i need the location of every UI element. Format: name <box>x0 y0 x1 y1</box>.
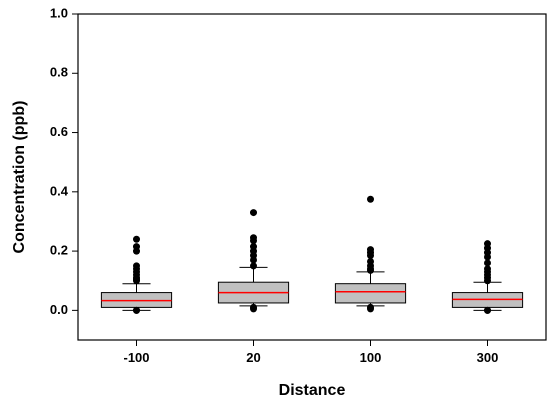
outlier-point <box>250 234 257 242</box>
y-tick-label: 0.2 <box>50 243 68 258</box>
outlier-point <box>484 240 491 248</box>
outlier-point <box>367 246 374 254</box>
box-300 <box>451 240 524 314</box>
outlier-point <box>250 243 257 251</box>
y-axis: 0.0 0.2 0.4 0.6 0.8 1.0 <box>50 5 78 317</box>
box-20 <box>217 209 290 313</box>
x-tick-label: -100 <box>123 350 149 365</box>
outlier-point <box>250 303 257 311</box>
boxes-group <box>100 195 524 314</box>
outlier-point <box>250 209 257 217</box>
y-tick-label: 0.0 <box>50 302 68 317</box>
y-tick-label: 0.8 <box>50 65 68 80</box>
y-tick-label: 0.4 <box>50 183 69 198</box>
plot-frame <box>77 13 547 341</box>
box-iqr <box>334 283 407 304</box>
outlier-point <box>133 235 140 243</box>
outlier-point <box>250 262 257 270</box>
outlier-point <box>133 243 140 251</box>
outlier-point <box>484 265 491 273</box>
outlier-point <box>133 262 140 270</box>
outlier-point <box>367 257 374 265</box>
x-tick-label: 20 <box>246 350 260 365</box>
y-tick-label: 0.6 <box>50 124 68 139</box>
outlier-point <box>367 303 374 311</box>
x-axis-title: Distance <box>279 382 346 399</box>
outlier-point <box>484 259 491 267</box>
outlier-point <box>484 306 491 314</box>
box-100 <box>334 195 407 313</box>
x-axis: -100 20 100 300 <box>123 340 498 365</box>
x-tick-label: 100 <box>360 350 382 365</box>
y-tick-label: 1.0 <box>50 5 68 20</box>
box--100 <box>100 235 173 314</box>
outlier-point <box>367 195 374 203</box>
x-tick-label: 300 <box>477 350 499 365</box>
outlier-point <box>133 306 140 314</box>
y-axis-title: Concentration (ppb) <box>11 101 28 254</box>
